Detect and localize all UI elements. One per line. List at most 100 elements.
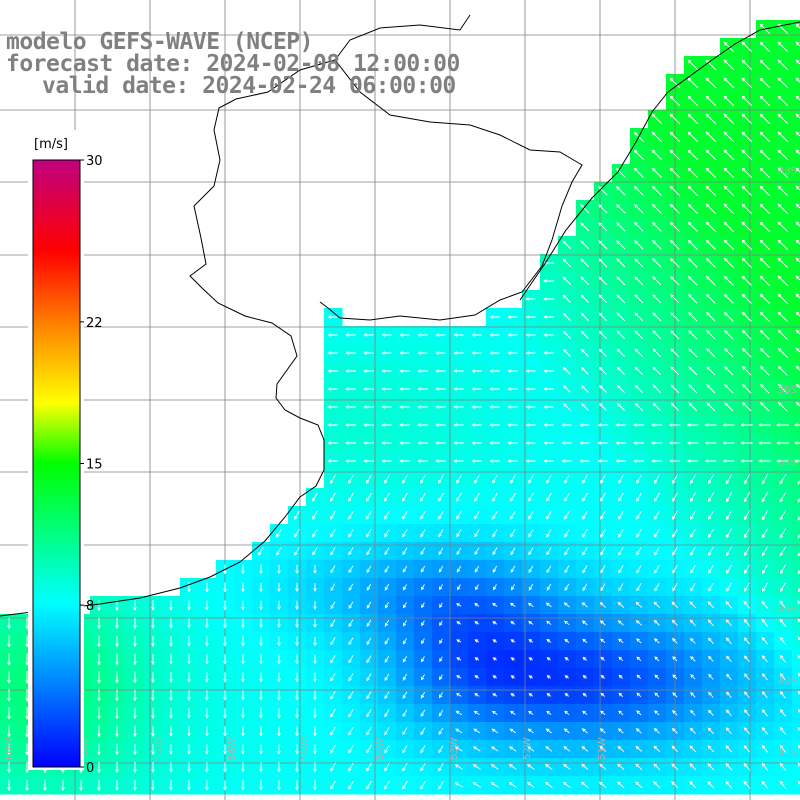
wind-arrow <box>687 221 698 232</box>
wind-arrow <box>7 635 11 648</box>
wind-arrow <box>616 294 626 304</box>
wind-arrow <box>759 167 771 179</box>
wind-arrow <box>510 510 516 520</box>
wind-arrow <box>580 222 590 232</box>
wind-arrow <box>563 746 571 752</box>
wind-arrow <box>489 441 500 445</box>
wind-arrow <box>723 275 734 286</box>
wind-arrow <box>741 221 753 233</box>
wind-arrow <box>564 547 570 556</box>
border-line <box>334 14 471 61</box>
wind-arrow <box>454 782 464 788</box>
wind-arrow <box>187 744 191 755</box>
wind-arrow <box>777 365 788 376</box>
wind-arrow <box>366 673 372 682</box>
wind-arrow <box>688 366 698 376</box>
wind-arrow <box>725 709 732 717</box>
wind-arrow <box>205 600 209 611</box>
wind-arrow <box>563 385 571 393</box>
wind-arrow <box>580 258 590 268</box>
wind-arrow <box>580 240 590 250</box>
wind-arrow <box>259 726 263 737</box>
wind-arrow <box>528 510 534 520</box>
speed-cell <box>792 686 800 705</box>
wind-arrow <box>381 369 392 373</box>
wind-arrow <box>507 387 518 391</box>
wind-arrow <box>779 473 787 485</box>
wind-arrow <box>654 710 660 716</box>
wind-arrow <box>795 131 800 137</box>
wind-arrow <box>313 601 317 610</box>
wind-arrow <box>686 459 699 463</box>
coastline-west <box>0 59 583 617</box>
wind-arrow <box>654 656 660 662</box>
wind-arrow <box>528 529 534 538</box>
wind-arrow <box>508 764 517 770</box>
wind-arrow <box>366 691 372 700</box>
wind-arrow <box>672 546 678 556</box>
speed-cell <box>792 758 800 777</box>
wind-arrow <box>241 672 245 683</box>
wind-arrow <box>743 618 751 627</box>
wind-arrow <box>795 203 800 209</box>
wind-arrow <box>509 728 516 734</box>
wind-arrow <box>797 708 800 713</box>
wind-arrow <box>618 492 624 502</box>
wind-arrow <box>797 654 800 659</box>
wind-arrow <box>510 693 516 697</box>
wind-arrow <box>797 726 800 731</box>
wind-arrow <box>295 762 299 773</box>
wind-arrow <box>777 275 789 287</box>
wind-arrow <box>617 781 625 789</box>
wind-arrow <box>312 528 318 538</box>
wind-arrow <box>743 691 750 699</box>
wind-arrow <box>759 239 771 251</box>
wind-arrow <box>420 474 426 484</box>
wind-arrow <box>528 474 534 484</box>
wind-arrow <box>634 222 644 232</box>
wind-arrow <box>187 618 191 629</box>
wind-arrow <box>327 333 338 337</box>
wind-arrow <box>420 492 426 502</box>
wind-arrow <box>492 565 498 573</box>
wind-arrow <box>795 239 800 245</box>
wind-arrow <box>313 672 317 683</box>
wind-arrow <box>688 276 698 286</box>
wind-arrow <box>546 620 552 626</box>
wind-arrow <box>366 762 372 772</box>
wind-arrow <box>615 459 626 463</box>
wind-arrow <box>672 674 678 680</box>
wind-arrow <box>707 619 714 627</box>
wind-arrow <box>779 510 787 521</box>
wind-arrow <box>795 257 800 263</box>
wind-arrow <box>598 276 608 286</box>
wind-arrow <box>363 351 374 355</box>
wind-arrow <box>651 113 663 125</box>
wind-arrow <box>581 728 588 734</box>
wind-arrow <box>259 762 263 773</box>
wind-arrow <box>705 221 716 232</box>
wind-arrow <box>725 762 733 771</box>
wind-arrow <box>582 547 588 556</box>
wind-arrow <box>258 546 264 556</box>
wind-arrow <box>598 384 607 393</box>
wind-arrow <box>653 745 661 753</box>
wind-arrow <box>795 77 800 83</box>
wind-arrow <box>546 675 551 679</box>
wind-arrow <box>277 780 281 791</box>
wind-arrow <box>241 564 245 575</box>
wind-arrow <box>205 708 209 719</box>
wind-arrow <box>435 369 446 373</box>
wind-arrow <box>381 387 392 391</box>
wind-arrow <box>241 600 245 611</box>
wind-arrow <box>779 600 787 610</box>
wind-arrow <box>759 203 771 215</box>
wind-arrow <box>474 547 480 556</box>
wind-arrow <box>133 618 137 629</box>
wind-arrow <box>223 672 227 683</box>
lon-label: 52W <box>522 737 533 760</box>
wind-arrow <box>151 653 155 666</box>
wind-arrow <box>777 113 789 125</box>
wind-arrow <box>438 547 444 556</box>
wind-arrow <box>489 423 500 427</box>
